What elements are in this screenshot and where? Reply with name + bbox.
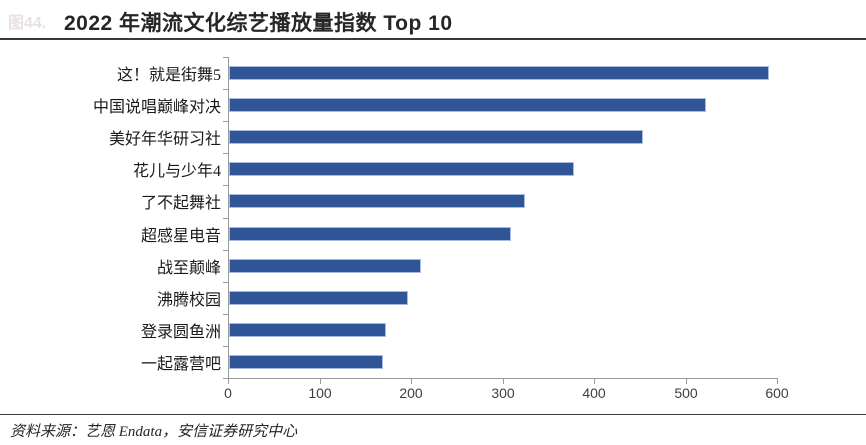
y-axis-tick: [223, 218, 228, 219]
category-label: 了不起舞社: [140, 195, 221, 213]
category-label: 美好年华研习社: [108, 131, 221, 149]
title-divider: 2022 年潮流文化综艺播放量指数 Top 10: [0, 0, 866, 40]
bar: [229, 290, 408, 305]
category-label: 超感星电音: [140, 227, 221, 245]
y-axis-tick: [223, 121, 228, 122]
y-axis-tick: [223, 153, 228, 154]
y-axis-tick: [223, 185, 228, 186]
figure-number-watermark: 图44.: [8, 15, 47, 32]
bar: [229, 258, 421, 273]
bar: [229, 322, 386, 337]
y-axis-line: [228, 57, 229, 378]
y-axis-tick: [223, 250, 228, 251]
chart-title: 2022 年潮流文化综艺播放量指数 Top 10: [64, 12, 453, 35]
category-label: 战至颠峰: [156, 259, 221, 277]
bar: [229, 194, 525, 209]
footer-divider: [0, 414, 866, 415]
x-tick-label: 500: [674, 385, 698, 401]
y-axis-tick: [223, 57, 228, 58]
y-axis-tick: [223, 346, 228, 347]
bar: [229, 98, 706, 113]
y-axis-tick: [223, 314, 228, 315]
source-note: 资料来源：艺恩 Endata，安信证券研究中心: [10, 424, 298, 440]
y-axis-tick: [223, 89, 228, 90]
x-tick-label: 200: [399, 385, 423, 401]
x-tick-label: 300: [491, 385, 515, 401]
y-axis-tick: [223, 378, 228, 379]
category-label: 沸腾校园: [156, 291, 221, 309]
x-axis-tick: [686, 379, 687, 384]
bar: [229, 162, 574, 177]
x-tick-label: 400: [582, 385, 606, 401]
category-label: 登录圆鱼洲: [140, 323, 221, 341]
category-label: 这！就是街舞5: [116, 67, 221, 85]
bar: [229, 130, 643, 145]
x-tick-label: 600: [765, 385, 789, 401]
bar: [229, 226, 511, 241]
x-axis-tick: [777, 379, 778, 384]
category-label: 一起露营吧: [140, 355, 221, 373]
x-tick-label: 0: [224, 385, 232, 401]
y-axis-tick: [223, 282, 228, 283]
x-tick-label: 100: [308, 385, 332, 401]
x-axis-tick: [228, 379, 229, 384]
bar: [229, 354, 383, 369]
x-axis-tick: [503, 379, 504, 384]
category-label: 中国说唱巅峰对决: [92, 99, 221, 117]
x-axis-tick: [411, 379, 412, 384]
bar: [229, 66, 769, 81]
x-axis-tick: [320, 379, 321, 384]
x-axis-line: [228, 378, 778, 379]
category-label: 花儿与少年4: [132, 163, 221, 181]
x-axis-tick: [594, 379, 595, 384]
